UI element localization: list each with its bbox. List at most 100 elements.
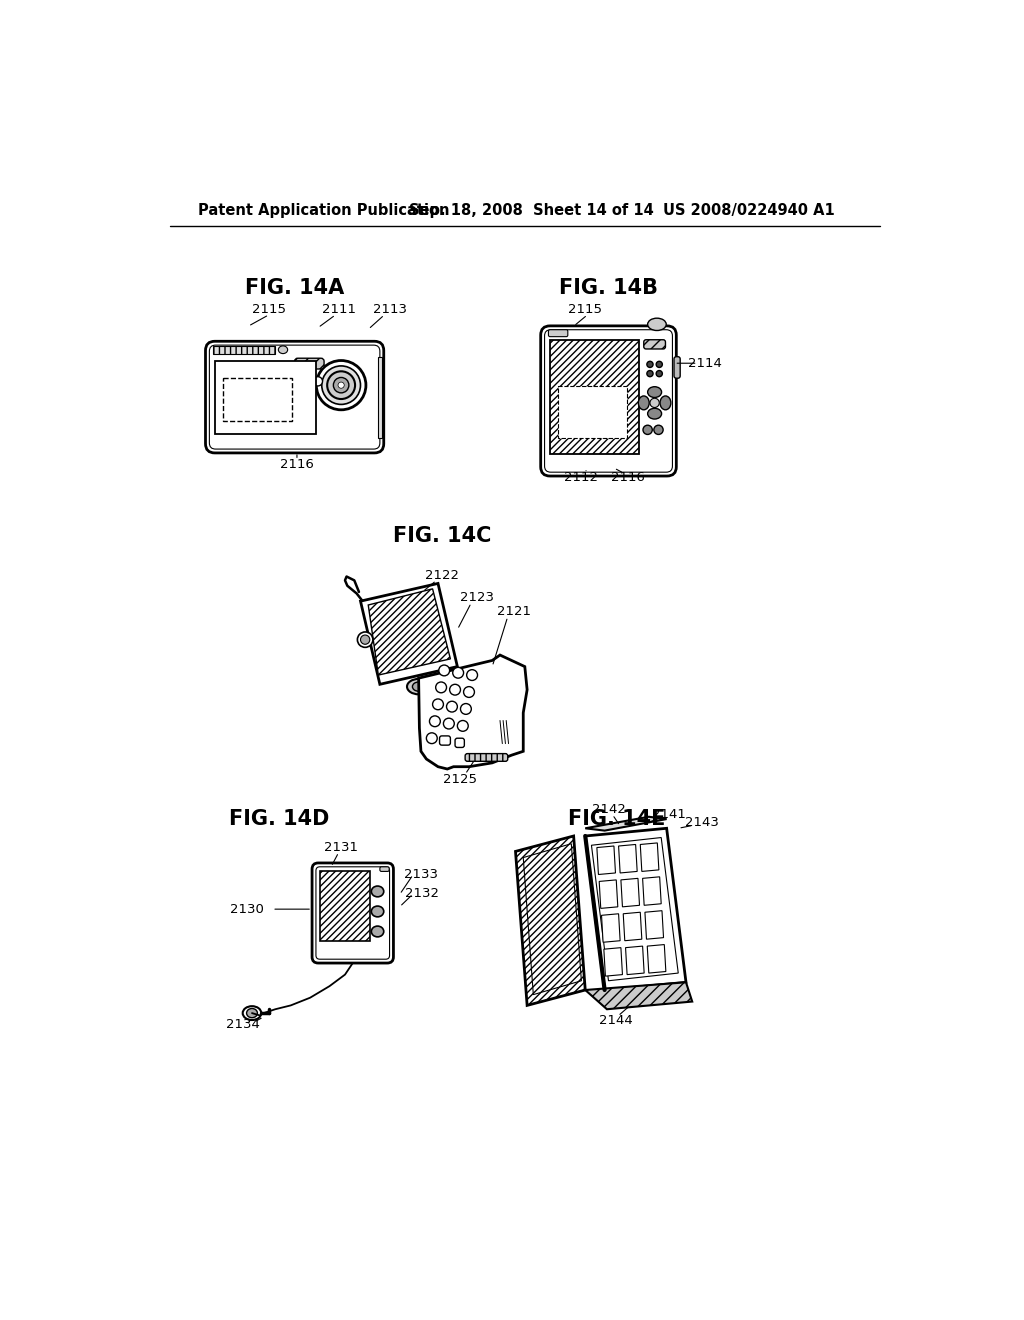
Text: 2112: 2112: [564, 471, 598, 484]
Ellipse shape: [458, 721, 468, 731]
Ellipse shape: [647, 387, 662, 397]
Text: FIG. 14B: FIG. 14B: [559, 277, 658, 298]
FancyBboxPatch shape: [644, 339, 666, 348]
Polygon shape: [360, 583, 458, 684]
Ellipse shape: [647, 371, 653, 376]
FancyBboxPatch shape: [312, 863, 393, 964]
Ellipse shape: [322, 366, 360, 404]
Text: 2115: 2115: [568, 302, 602, 315]
FancyBboxPatch shape: [206, 342, 384, 453]
Polygon shape: [643, 876, 662, 906]
Text: 2134: 2134: [225, 1018, 260, 1031]
Ellipse shape: [360, 635, 370, 644]
Polygon shape: [645, 911, 664, 940]
Ellipse shape: [443, 718, 455, 729]
Ellipse shape: [638, 396, 649, 409]
Text: 2131: 2131: [325, 841, 358, 854]
Ellipse shape: [461, 704, 471, 714]
FancyBboxPatch shape: [380, 867, 389, 871]
Ellipse shape: [450, 684, 461, 696]
Text: 2133: 2133: [403, 869, 438, 880]
Ellipse shape: [464, 686, 474, 697]
Polygon shape: [624, 912, 642, 941]
Ellipse shape: [446, 701, 458, 711]
Text: 2143: 2143: [685, 816, 719, 829]
Text: Sep. 18, 2008  Sheet 14 of 14: Sep. 18, 2008 Sheet 14 of 14: [410, 203, 654, 218]
Text: 2113: 2113: [373, 302, 407, 315]
Polygon shape: [586, 829, 686, 990]
Ellipse shape: [316, 360, 366, 409]
Ellipse shape: [279, 346, 288, 354]
Text: 2111: 2111: [322, 302, 355, 315]
Ellipse shape: [453, 668, 464, 678]
Polygon shape: [419, 655, 527, 770]
Ellipse shape: [654, 425, 664, 434]
Ellipse shape: [372, 906, 384, 917]
Polygon shape: [515, 836, 586, 1006]
Polygon shape: [647, 945, 666, 973]
Bar: [215, 360, 315, 434]
Ellipse shape: [372, 886, 384, 896]
Ellipse shape: [426, 733, 437, 743]
Text: 2121: 2121: [497, 605, 531, 618]
Text: 2114: 2114: [688, 356, 722, 370]
Text: FIG. 14A: FIG. 14A: [245, 277, 344, 298]
FancyBboxPatch shape: [545, 330, 673, 473]
FancyBboxPatch shape: [295, 358, 324, 370]
Ellipse shape: [328, 371, 355, 399]
Polygon shape: [604, 948, 623, 977]
Bar: [213, 346, 275, 354]
FancyBboxPatch shape: [541, 326, 676, 477]
Polygon shape: [599, 880, 617, 908]
Ellipse shape: [313, 376, 323, 385]
Ellipse shape: [338, 381, 344, 388]
Polygon shape: [369, 589, 451, 675]
Ellipse shape: [647, 362, 653, 367]
Ellipse shape: [435, 682, 446, 693]
Polygon shape: [592, 837, 678, 981]
Ellipse shape: [647, 408, 662, 418]
Bar: [222, 379, 292, 421]
FancyBboxPatch shape: [209, 345, 380, 449]
Ellipse shape: [429, 715, 440, 726]
Ellipse shape: [432, 700, 443, 710]
Ellipse shape: [643, 425, 652, 434]
Ellipse shape: [650, 399, 659, 408]
Polygon shape: [597, 846, 615, 874]
FancyBboxPatch shape: [674, 356, 680, 379]
Text: 2142: 2142: [592, 803, 626, 816]
Text: 2132: 2132: [406, 887, 439, 900]
Bar: [550, 339, 639, 454]
Bar: [558, 385, 628, 438]
Text: FIG. 14E: FIG. 14E: [567, 809, 665, 829]
Polygon shape: [586, 982, 692, 1010]
Text: 2116: 2116: [280, 458, 314, 471]
Polygon shape: [626, 946, 644, 974]
Polygon shape: [640, 843, 658, 871]
Polygon shape: [523, 843, 582, 995]
Polygon shape: [586, 817, 667, 830]
FancyBboxPatch shape: [316, 867, 389, 960]
Text: 2125: 2125: [442, 772, 477, 785]
Polygon shape: [621, 878, 640, 907]
FancyBboxPatch shape: [465, 754, 508, 762]
Ellipse shape: [407, 678, 430, 694]
Text: 2123: 2123: [460, 591, 494, 603]
Text: 2122: 2122: [425, 569, 459, 582]
Text: Patent Application Publication: Patent Application Publication: [198, 203, 450, 218]
Ellipse shape: [243, 1006, 261, 1020]
FancyBboxPatch shape: [455, 738, 464, 747]
Bar: [319, 871, 371, 941]
Text: 2130: 2130: [229, 903, 263, 916]
Text: 2115: 2115: [252, 302, 286, 315]
Ellipse shape: [660, 396, 671, 409]
FancyBboxPatch shape: [439, 737, 451, 744]
Polygon shape: [601, 913, 621, 942]
Ellipse shape: [372, 927, 384, 937]
FancyBboxPatch shape: [549, 330, 568, 337]
Bar: [378, 356, 382, 437]
Ellipse shape: [656, 371, 663, 376]
Ellipse shape: [647, 318, 667, 330]
Text: 2144: 2144: [599, 1014, 633, 1027]
Ellipse shape: [656, 362, 663, 367]
